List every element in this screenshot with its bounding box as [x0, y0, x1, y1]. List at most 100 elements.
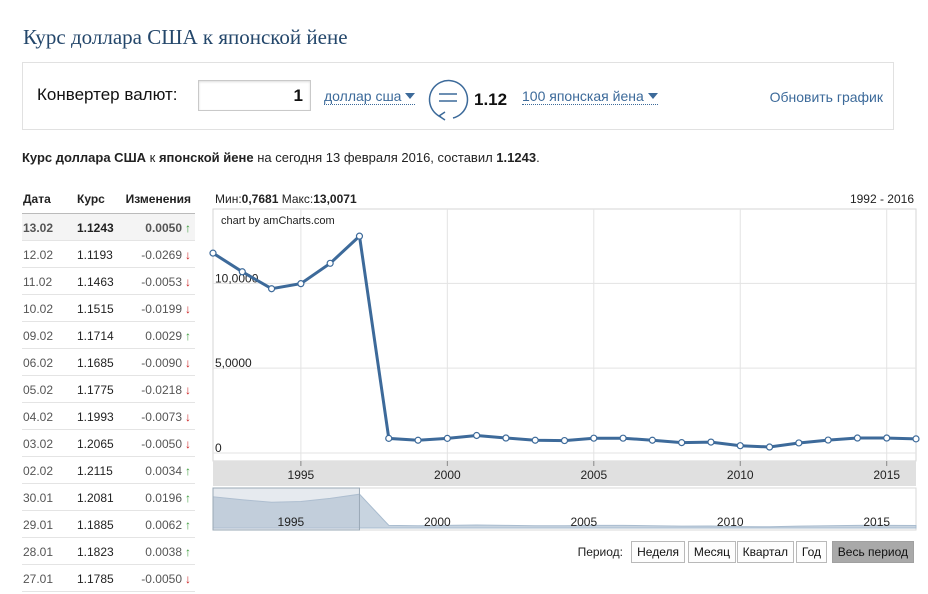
table-row: 03.02 1.2065 -0.0050 ↓ [22, 430, 195, 457]
rate-date: 06.02 [23, 356, 54, 370]
rate-change: -0.0073 ↓ [141, 410, 191, 424]
arrow-up-icon: ↑ [185, 545, 191, 559]
rate-value: 1.1463 [77, 275, 114, 289]
arrow-up-icon: ↑ [185, 329, 191, 343]
rate-change: 0.0029 ↑ [145, 329, 191, 343]
period-quarter-button[interactable]: Квартал [736, 541, 794, 563]
arrow-down-icon: ↓ [185, 572, 191, 586]
rate-change-value: 0.0062 [145, 518, 182, 532]
rate-value: 1.2065 [77, 437, 114, 451]
table-row: 10.02 1.1515 -0.0199 ↓ [22, 295, 195, 322]
data-point [765, 443, 774, 451]
summary-rate: 1.1243 [496, 150, 537, 165]
swap-icon [428, 79, 469, 121]
period-all-button[interactable]: Весь период [831, 541, 914, 563]
rate-change: -0.0050 ↓ [141, 437, 191, 451]
rate-change: -0.0050 ↓ [141, 572, 191, 586]
chart-grid [213, 209, 916, 461]
currency-converter: Конвертер валют: доллар сша 1.12 100 япо… [22, 62, 894, 130]
x-axis: 1995 2000 2005 2010 2015 [288, 461, 900, 482]
data-point [560, 436, 569, 445]
rate-value: 1.1685 [77, 356, 114, 370]
swap-button[interactable] [425, 74, 469, 129]
period-year-button[interactable]: Год [795, 541, 827, 563]
max-label: Макс: [281, 192, 314, 206]
min-max-label: Мин:0,7681 Макс:13,0071 [215, 192, 357, 206]
rate-change-value: -0.0199 [141, 302, 182, 316]
rate-change: 0.0062 ↑ [145, 518, 191, 532]
rate-change: -0.0053 ↓ [141, 275, 191, 289]
navigator-selection[interactable] [212, 487, 360, 531]
data-point [385, 434, 393, 442]
navigator-tick-label: 2000 [424, 515, 451, 529]
summary-date-text: на сегодня 13 февраля 2016, составил [253, 150, 497, 165]
period-month-button[interactable]: Месяц [687, 541, 736, 563]
rate-value: 1.1515 [77, 302, 114, 316]
rate-change: -0.0218 ↓ [141, 383, 191, 397]
from-currency-dropdown[interactable]: доллар сша [324, 88, 416, 105]
rate-date: 27.01 [23, 572, 54, 586]
rate-change: 0.0050 ↑ [145, 221, 191, 235]
from-currency-label: доллар сша [324, 88, 402, 104]
table-row: 28.01 1.1823 0.0038 ↑ [22, 538, 195, 565]
data-point [209, 249, 217, 257]
data-point [619, 434, 627, 442]
rate-change: -0.0199 ↓ [141, 302, 191, 316]
period-week-button[interactable]: Неделя [631, 541, 685, 563]
arrow-down-icon: ↓ [185, 275, 191, 289]
data-point [473, 431, 481, 440]
data-point [267, 285, 276, 293]
rate-change-value: -0.0050 [141, 437, 182, 451]
rate-date: 04.02 [23, 410, 54, 424]
arrow-down-icon: ↓ [185, 437, 191, 451]
table-row: 02.02 1.2115 0.0034 ↑ [22, 457, 195, 484]
x-axis-band [213, 461, 916, 486]
arrow-down-icon: ↓ [185, 302, 191, 316]
data-point [531, 436, 539, 444]
refresh-chart-link[interactable]: Обновить график [769, 89, 883, 105]
data-point [853, 434, 862, 442]
rate-value: 1.1785 [77, 572, 114, 586]
data-point [912, 435, 920, 443]
rate-date: 05.02 [23, 383, 54, 397]
y-tick-label: 0 [215, 441, 222, 455]
arrow-down-icon: ↓ [185, 410, 191, 424]
rate-date: 02.02 [23, 464, 54, 478]
page-title: Курс доллара США к японской йене [23, 25, 348, 49]
header-rate: Курс [77, 192, 105, 206]
amount-input[interactable] [198, 80, 311, 111]
chart-credit: chart by amCharts.com [221, 215, 335, 227]
table-row: 29.01 1.1885 0.0062 ↑ [22, 511, 195, 538]
navigator-tick-label: 2010 [717, 515, 744, 529]
data-point [297, 280, 305, 288]
to-currency-dropdown[interactable]: 100 японская йена [522, 89, 658, 105]
arrow-up-icon: ↑ [185, 518, 191, 532]
rate-value: 1.2115 [77, 464, 113, 478]
navigator-tick-label: 2005 [570, 515, 597, 529]
table-row: 27.01 1.1785 -0.0050 ↓ [22, 565, 195, 592]
rate-date: 13.02 [23, 221, 54, 235]
rate-date: 10.02 [23, 302, 54, 316]
min-value: 0,7681 [241, 192, 279, 206]
arrow-up-icon: ↑ [185, 464, 191, 478]
rate-change-value: -0.0053 [141, 275, 182, 289]
table-row: 09.02 1.1714 0.0029 ↑ [22, 322, 195, 349]
chart-range-label: 1992 - 2016 [849, 192, 914, 206]
x-tick-label: 2010 [727, 468, 754, 482]
x-tick-label: 2005 [580, 468, 607, 482]
rate-date: 29.01 [23, 518, 54, 532]
navigator[interactable] [212, 487, 917, 531]
chevron-down-icon [405, 93, 416, 99]
data-point [707, 438, 715, 446]
rate-date: 03.02 [23, 437, 54, 451]
rate-change-value: 0.0029 [145, 329, 182, 343]
navigator-tick-label: 2015 [863, 515, 890, 529]
rate-date: 11.02 [23, 275, 53, 289]
summary-end: . [536, 150, 540, 165]
data-point [678, 439, 686, 447]
rate-change: -0.0090 ↓ [141, 356, 191, 370]
rate-date: 12.02 [23, 248, 54, 262]
table-row: 06.02 1.1685 -0.0090 ↓ [22, 349, 195, 376]
rate-value: 1.1775 [77, 383, 114, 397]
rate-date: 09.02 [23, 329, 54, 343]
